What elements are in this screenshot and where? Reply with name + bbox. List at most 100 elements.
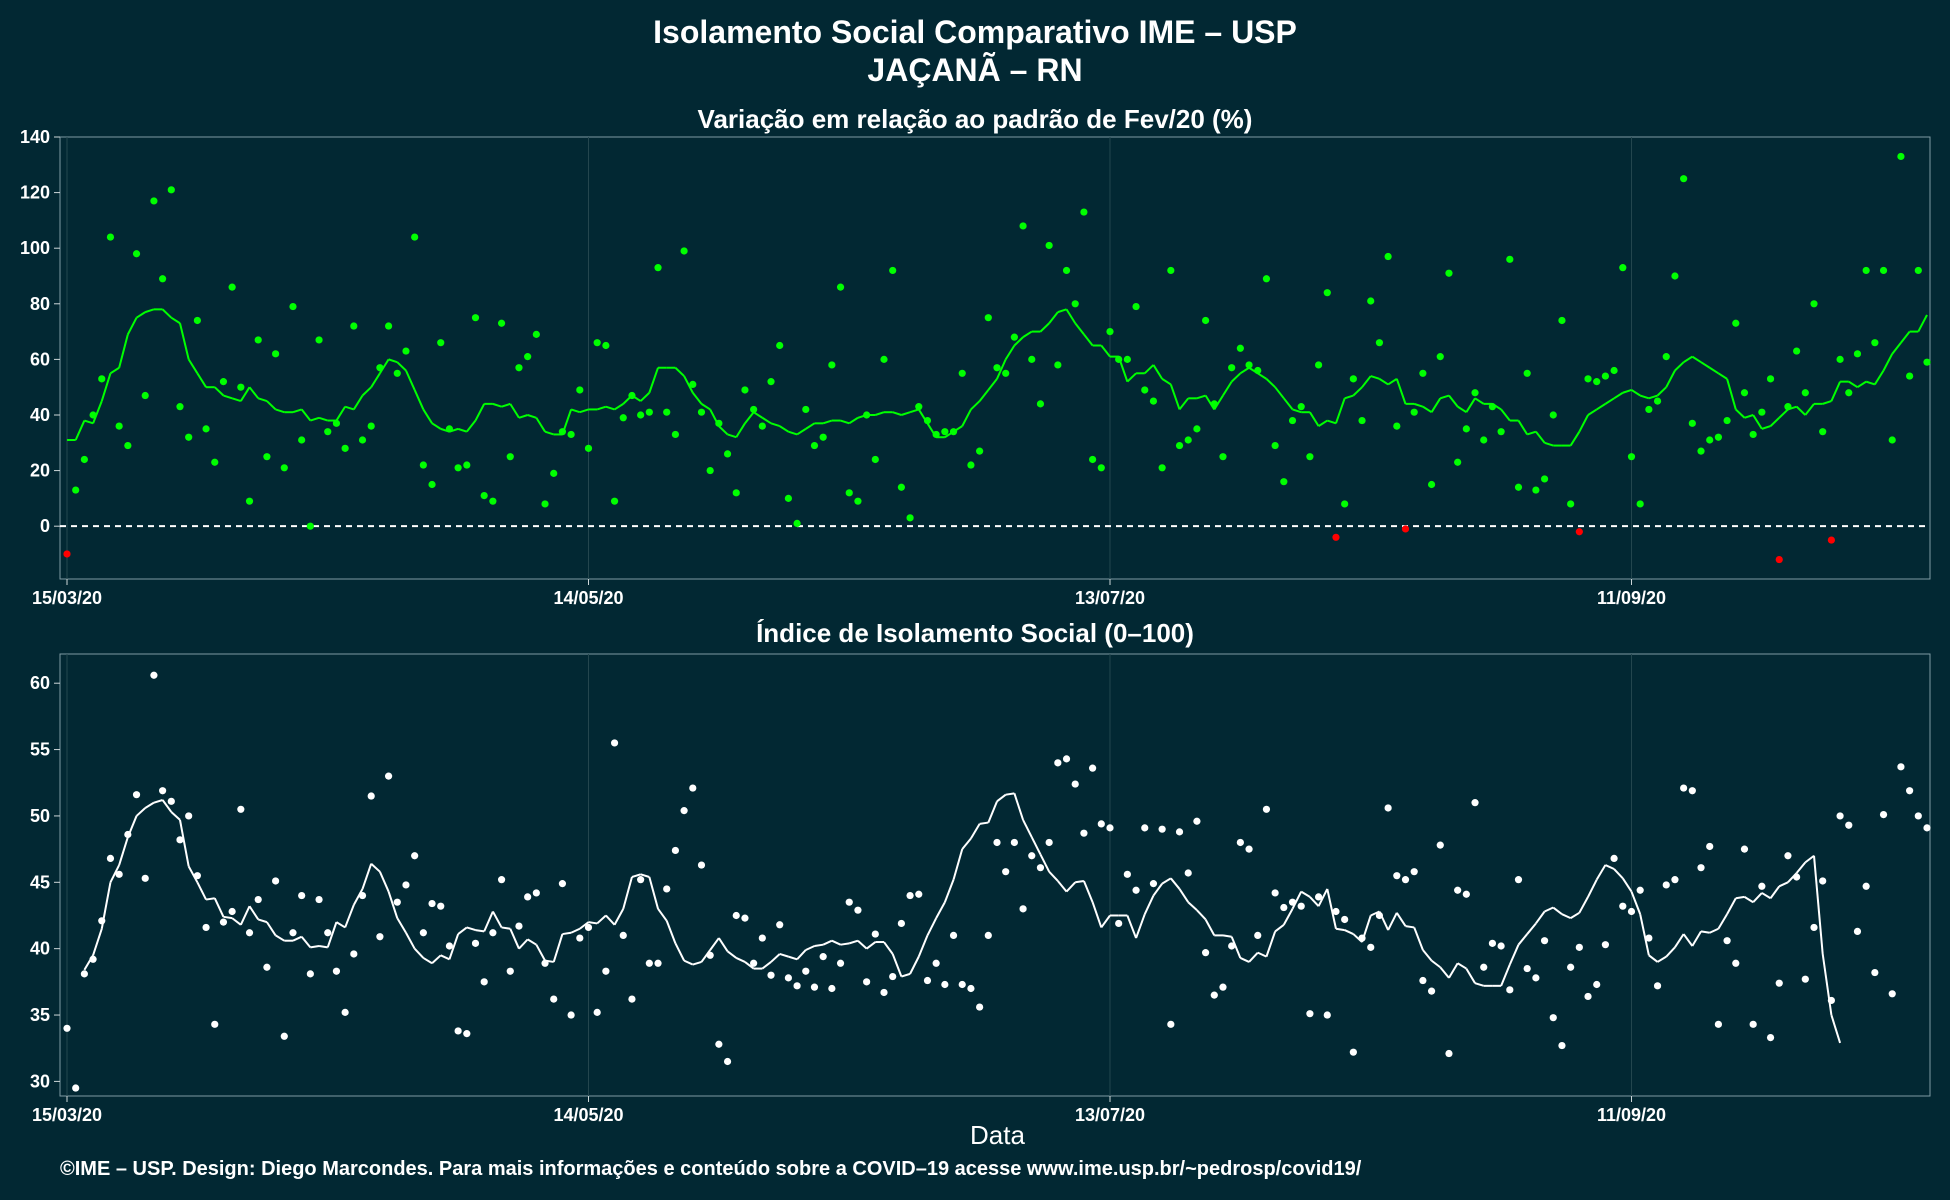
moving-average-segment	[1830, 1014, 1842, 1044]
data-point	[1201, 949, 1210, 957]
moving-average-segment	[579, 921, 590, 930]
moving-average-segment	[674, 367, 685, 377]
data-point	[1627, 453, 1636, 461]
moving-average-segment	[1648, 954, 1659, 963]
moving-average-segment	[1508, 944, 1520, 965]
data-point	[1132, 886, 1140, 894]
data-point	[941, 980, 949, 989]
data-point	[558, 880, 567, 888]
moving-average-segment	[1865, 380, 1876, 386]
data-point	[1540, 475, 1549, 483]
data-point	[680, 247, 688, 255]
moving-average-segment	[1291, 891, 1303, 910]
data-point	[1923, 824, 1931, 832]
moving-average-segment	[692, 392, 703, 405]
moving-average-segment	[891, 953, 903, 977]
moving-average-segment	[1578, 414, 1589, 433]
data-point	[1271, 889, 1279, 897]
moving-average-segment	[1821, 953, 1833, 1016]
data-point	[471, 939, 480, 947]
data-point	[1906, 787, 1914, 795]
moving-average-segment	[352, 394, 364, 410]
data-point	[1010, 333, 1018, 341]
moving-average-segment	[1335, 927, 1345, 932]
moving-average-segment	[153, 799, 163, 804]
data-point	[906, 891, 914, 900]
data-point	[263, 963, 271, 971]
data-point	[941, 428, 949, 436]
data-point	[332, 967, 341, 975]
moving-average-segment	[118, 836, 129, 866]
moving-average-segment	[1648, 394, 1658, 400]
data-point	[967, 984, 975, 993]
moving-average-segment	[1830, 381, 1841, 402]
moving-average-segment	[544, 430, 555, 436]
moving-average-segment	[1292, 408, 1302, 414]
data-point	[1158, 464, 1166, 472]
moving-average-segment	[1917, 314, 1928, 333]
data-point	[1167, 1020, 1175, 1028]
moving-average-segment	[1048, 870, 1059, 882]
data-point	[1732, 959, 1740, 967]
moving-average-segment	[909, 956, 920, 975]
data-point	[1601, 372, 1610, 380]
moving-average-segment	[275, 408, 285, 414]
moving-average-segment	[1013, 336, 1024, 347]
moving-average-segment	[344, 904, 355, 928]
data-point	[1584, 375, 1592, 383]
data-point	[1636, 886, 1644, 894]
data-point	[72, 1084, 80, 1092]
data-point	[350, 322, 358, 330]
data-point	[72, 486, 80, 494]
data-point	[1514, 483, 1523, 491]
moving-average-segment	[605, 405, 615, 411]
data-point	[150, 671, 158, 679]
moving-average-segment	[1587, 879, 1598, 898]
data-point	[680, 807, 688, 815]
data-point	[1210, 991, 1218, 999]
data-point	[1836, 355, 1844, 363]
data-point	[245, 497, 254, 505]
data-point	[237, 383, 245, 391]
moving-average-segment	[527, 938, 537, 946]
moving-average-segment	[135, 807, 146, 817]
data-point	[1784, 852, 1792, 860]
data-point	[776, 921, 784, 929]
data-point	[784, 974, 793, 982]
moving-average-segment	[1517, 933, 1528, 946]
data-point	[993, 838, 1001, 847]
data-point	[1775, 979, 1783, 987]
data-point	[1089, 764, 1097, 772]
data-point	[706, 466, 714, 475]
moving-average-segment	[1048, 311, 1059, 324]
data-point	[315, 336, 323, 344]
data-point	[106, 233, 115, 241]
x-tick-label: 13/07/20	[1075, 588, 1145, 608]
moving-average-segment	[492, 911, 503, 928]
moving-average-segment	[1795, 405, 1807, 416]
moving-average-segment	[1570, 911, 1580, 919]
data-point	[1793, 347, 1801, 355]
data-point	[1358, 934, 1366, 942]
data-point	[211, 458, 219, 466]
data-point	[1236, 838, 1244, 847]
moving-average-segment	[1370, 910, 1380, 917]
data-point	[1184, 436, 1192, 444]
data-point	[471, 314, 480, 322]
data-point	[428, 480, 436, 489]
data-point	[1671, 272, 1679, 280]
data-point	[1914, 266, 1922, 275]
data-point	[1062, 755, 1071, 763]
moving-average-segment	[1387, 912, 1398, 931]
moving-average-segment	[692, 960, 702, 966]
moving-average-segment	[1674, 933, 1685, 948]
moving-average-segment	[1744, 414, 1754, 419]
moving-average-segment	[118, 334, 129, 368]
data-point	[1115, 355, 1123, 363]
moving-average-segment	[727, 433, 737, 439]
moving-average-segment	[361, 863, 373, 890]
moving-average-segment	[1500, 408, 1511, 422]
y-tick-label: 120	[20, 183, 50, 203]
data-point	[1801, 975, 1809, 983]
data-point	[550, 995, 558, 1003]
